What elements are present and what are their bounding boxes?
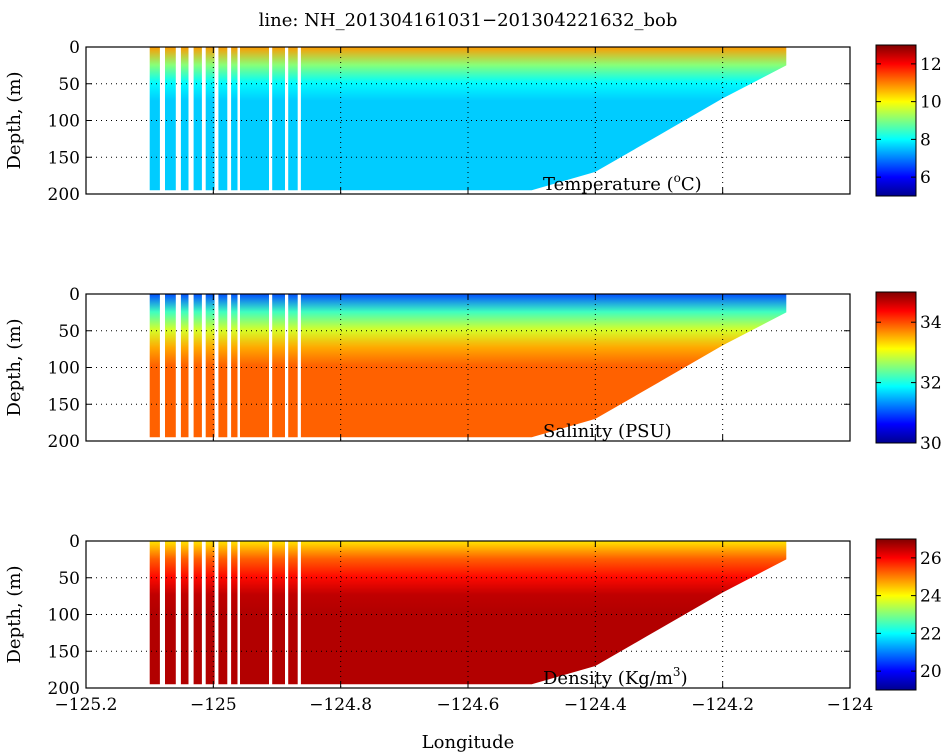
data-gap [175, 47, 181, 194]
data-gap [159, 541, 165, 688]
data-gap [237, 541, 240, 688]
y-axis-label: Depth, (m) [4, 566, 25, 664]
x-tick-label: −125.2 [55, 695, 118, 715]
data-gap [175, 541, 181, 688]
variable-label-tail: C) [681, 174, 702, 195]
colorbar [875, 44, 917, 197]
data-gap [159, 47, 165, 194]
panel-salinity: 0 50 100 150 200 Depth, (m) Salinity (PSU) 30 32… [4, 285, 942, 454]
variable-label-main: Density (Kg/m [543, 668, 673, 689]
variable-label-superscript: o [674, 171, 681, 185]
data-gap [269, 541, 273, 688]
data-gap [269, 47, 273, 194]
colorbar [875, 538, 917, 691]
x-axis-label: Longitude [422, 732, 515, 753]
panel-temperature: 0 50 100 150 200 Depth, (m) Temperature (oC) 6 8… [4, 38, 942, 205]
colorbar-tick-label: 30 [920, 434, 942, 454]
colorbar-tick-label: 24 [920, 587, 942, 607]
variable-label: Temperature (oC) [543, 171, 702, 195]
panel-density: 0 50 100 150 200−125.2 −125 −124.8 −124.6 −124.4… [4, 532, 942, 715]
y-tick-label: 100 [48, 359, 80, 379]
y-axis-label: Depth, (m) [4, 72, 25, 170]
data-gap [159, 294, 165, 441]
colorbar-tick-label: 34 [920, 313, 942, 333]
data-gap [237, 294, 240, 441]
y-tick-label: 150 [48, 642, 80, 662]
x-tick-label: −124.8 [309, 695, 372, 715]
y-tick-label: 50 [58, 322, 80, 342]
y-tick-label: 0 [69, 38, 80, 58]
y-tick-label: 50 [58, 569, 80, 589]
data-gap [297, 294, 301, 441]
colorbar [875, 291, 917, 444]
x-tick-label: −124.4 [564, 695, 627, 715]
data-gap [201, 294, 206, 441]
x-tick-label: −124 [827, 695, 874, 715]
y-tick-label: 100 [48, 606, 80, 626]
variable-label-superscript: 3 [673, 665, 681, 679]
data-gap [269, 294, 273, 441]
y-tick-label: 0 [69, 285, 80, 305]
y-axis-label: Depth, (m) [4, 319, 25, 417]
colorbar-tick-label: 10 [920, 93, 942, 113]
y-tick-label: 150 [48, 148, 80, 168]
variable-label: Salinity (PSU) [543, 421, 672, 442]
data-gap [175, 294, 181, 441]
y-tick-label: 50 [58, 75, 80, 95]
section-field [149, 294, 787, 438]
section-field [149, 47, 787, 191]
colorbar-tick-label: 20 [920, 662, 942, 682]
y-tick-label: 0 [69, 532, 80, 552]
variable-label-main: Temperature ( [543, 174, 674, 195]
colorbar-tick-label: 26 [920, 549, 942, 569]
figure-title: line: NH_201304161031−201304221632_bob [259, 10, 678, 31]
data-gap [297, 47, 301, 194]
variable-label: Density (Kg/m3) [543, 665, 688, 689]
data-gap [227, 47, 232, 194]
variable-label-main: Salinity (PSU) [543, 421, 672, 442]
x-tick-label: −125 [190, 695, 237, 715]
data-gap [201, 47, 206, 194]
y-tick-label: 100 [48, 112, 80, 132]
data-gap [227, 541, 232, 688]
x-tick-label: −124.6 [437, 695, 500, 715]
y-tick-label: 200 [48, 679, 80, 699]
data-gap [237, 47, 240, 194]
section-field [149, 541, 787, 685]
data-gap [201, 541, 206, 688]
variable-label-tail: ) [681, 668, 688, 689]
data-gap [227, 294, 232, 441]
data-gap [297, 541, 301, 688]
y-tick-label: 200 [48, 185, 80, 205]
colorbar-tick-label: 8 [920, 130, 931, 150]
colorbar-tick-label: 6 [920, 168, 931, 188]
colorbar-tick-label: 22 [920, 624, 942, 644]
colorbar-tick-label: 12 [920, 55, 942, 75]
colorbar-tick-label: 32 [920, 374, 942, 394]
y-tick-label: 150 [48, 395, 80, 415]
x-tick-label: −124.2 [691, 695, 754, 715]
y-tick-label: 200 [48, 432, 80, 452]
